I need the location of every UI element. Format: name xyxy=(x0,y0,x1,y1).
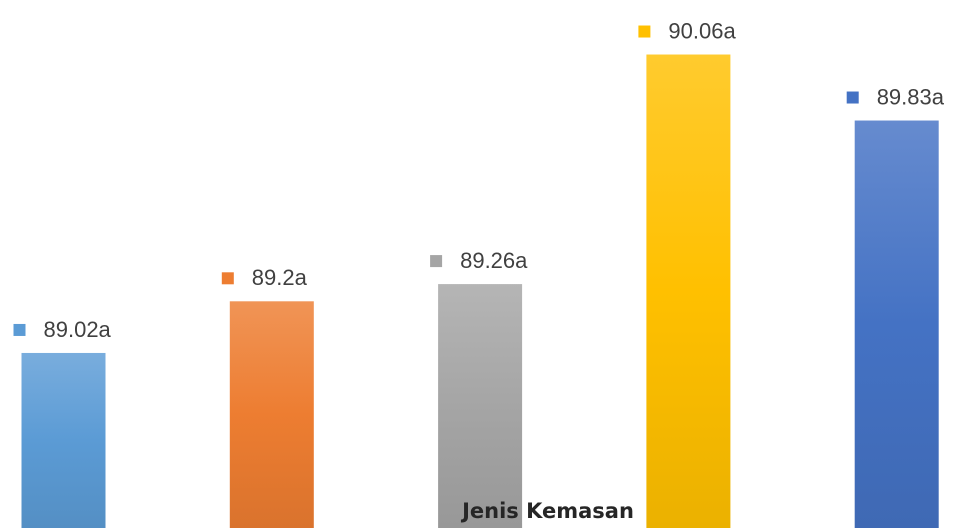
bar xyxy=(854,120,939,528)
label-marker xyxy=(846,91,859,104)
value-label: 89.26a xyxy=(460,248,528,273)
bar xyxy=(21,352,106,528)
bar xyxy=(438,284,523,528)
value-label: 89.2a xyxy=(252,265,308,290)
x-axis-label: Jenis Kemasan xyxy=(460,499,634,523)
bar xyxy=(229,301,314,528)
label-marker xyxy=(13,323,26,336)
label-marker xyxy=(638,25,651,38)
value-label: 90.06a xyxy=(668,18,736,43)
value-label: 89.02a xyxy=(44,317,112,342)
label-marker xyxy=(430,255,443,268)
bar xyxy=(646,54,731,528)
value-label: 89.83a xyxy=(877,84,945,109)
label-marker xyxy=(221,272,234,285)
